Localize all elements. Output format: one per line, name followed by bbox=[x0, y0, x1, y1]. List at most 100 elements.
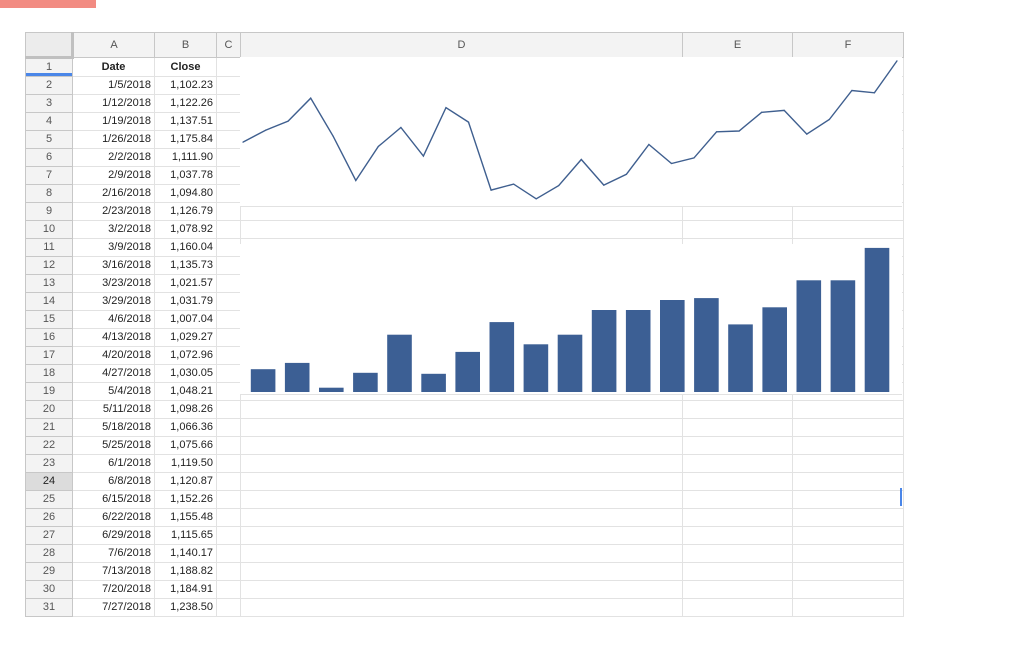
row-number[interactable]: 7 bbox=[25, 166, 73, 185]
cell-c[interactable] bbox=[216, 238, 241, 257]
cell-f[interactable] bbox=[792, 220, 904, 239]
row-number[interactable]: 14 bbox=[25, 292, 73, 311]
row-number[interactable]: 12 bbox=[25, 256, 73, 275]
date-cell[interactable]: 6/22/2018 bbox=[72, 508, 155, 527]
close-cell[interactable]: 1,160.04 bbox=[154, 238, 217, 257]
close-cell[interactable]: 1,037.78 bbox=[154, 166, 217, 185]
date-cell[interactable]: 6/8/2018 bbox=[72, 472, 155, 491]
cell-d[interactable] bbox=[240, 598, 683, 617]
column-header-b[interactable]: B bbox=[154, 32, 217, 58]
close-cell[interactable]: 1,175.84 bbox=[154, 130, 217, 149]
cell-f[interactable] bbox=[792, 598, 904, 617]
cell-c[interactable] bbox=[216, 454, 241, 473]
cell-e[interactable] bbox=[682, 220, 793, 239]
row-number[interactable]: 29 bbox=[25, 562, 73, 581]
row-number[interactable]: 27 bbox=[25, 526, 73, 545]
close-cell[interactable]: 1,122.26 bbox=[154, 94, 217, 113]
date-cell[interactable]: 3/9/2018 bbox=[72, 238, 155, 257]
cell-f[interactable] bbox=[792, 418, 904, 437]
close-cell[interactable]: 1,078.92 bbox=[154, 220, 217, 239]
close-cell[interactable]: 1,030.05 bbox=[154, 364, 217, 383]
cell-d[interactable] bbox=[240, 418, 683, 437]
cell-d[interactable] bbox=[240, 472, 683, 491]
row-number[interactable]: 15 bbox=[25, 310, 73, 329]
cell-f[interactable] bbox=[792, 490, 904, 509]
close-cell[interactable]: 1,098.26 bbox=[154, 400, 217, 419]
date-cell[interactable]: 6/29/2018 bbox=[72, 526, 155, 545]
cell-f[interactable] bbox=[792, 436, 904, 455]
date-cell[interactable]: 4/20/2018 bbox=[72, 346, 155, 365]
close-cell[interactable]: 1,184.91 bbox=[154, 580, 217, 599]
close-cell[interactable]: 1,238.50 bbox=[154, 598, 217, 617]
close-cell[interactable]: 1,126.79 bbox=[154, 202, 217, 221]
date-header-cell[interactable]: Date bbox=[72, 57, 155, 77]
cell-d[interactable] bbox=[240, 562, 683, 581]
cell-c[interactable] bbox=[216, 508, 241, 527]
cell-c[interactable] bbox=[216, 184, 241, 203]
cell-c[interactable] bbox=[216, 220, 241, 239]
date-cell[interactable]: 1/5/2018 bbox=[72, 76, 155, 95]
row-number[interactable]: 8 bbox=[25, 184, 73, 203]
date-cell[interactable]: 2/16/2018 bbox=[72, 184, 155, 203]
row-number[interactable]: 17 bbox=[25, 346, 73, 365]
row-number[interactable]: 1 bbox=[25, 57, 73, 77]
close-cell[interactable]: 1,140.17 bbox=[154, 544, 217, 563]
date-cell[interactable]: 1/12/2018 bbox=[72, 94, 155, 113]
close-header-cell[interactable]: Close bbox=[154, 57, 217, 77]
cell-d[interactable] bbox=[240, 400, 683, 419]
date-cell[interactable]: 3/2/2018 bbox=[72, 220, 155, 239]
cell-c[interactable] bbox=[216, 598, 241, 617]
cell-e[interactable] bbox=[682, 544, 793, 563]
cell-e[interactable] bbox=[682, 400, 793, 419]
cell-c[interactable] bbox=[216, 202, 241, 221]
row-number[interactable]: 30 bbox=[25, 580, 73, 599]
row-number[interactable]: 9 bbox=[25, 202, 73, 221]
date-cell[interactable]: 3/29/2018 bbox=[72, 292, 155, 311]
row-number[interactable]: 4 bbox=[25, 112, 73, 131]
cell-d[interactable] bbox=[240, 454, 683, 473]
cell-d[interactable] bbox=[240, 220, 683, 239]
cell-c[interactable] bbox=[216, 274, 241, 293]
cell-d[interactable] bbox=[240, 580, 683, 599]
date-cell[interactable]: 5/4/2018 bbox=[72, 382, 155, 401]
date-cell[interactable]: 3/16/2018 bbox=[72, 256, 155, 275]
cell-c[interactable] bbox=[216, 364, 241, 383]
close-cell[interactable]: 1,155.48 bbox=[154, 508, 217, 527]
cell-f[interactable] bbox=[792, 580, 904, 599]
column-header-e[interactable]: E bbox=[682, 32, 793, 58]
cell-e[interactable] bbox=[682, 580, 793, 599]
close-cell[interactable]: 1,048.21 bbox=[154, 382, 217, 401]
date-cell[interactable]: 2/2/2018 bbox=[72, 148, 155, 167]
date-cell[interactable]: 5/18/2018 bbox=[72, 418, 155, 437]
cell-c[interactable] bbox=[216, 544, 241, 563]
close-cell[interactable]: 1,075.66 bbox=[154, 436, 217, 455]
cell-c[interactable] bbox=[216, 328, 241, 347]
cell-e[interactable] bbox=[682, 490, 793, 509]
close-cell[interactable]: 1,102.23 bbox=[154, 76, 217, 95]
row-number[interactable]: 11 bbox=[25, 238, 73, 257]
close-cell[interactable]: 1,007.04 bbox=[154, 310, 217, 329]
cell-f[interactable] bbox=[792, 526, 904, 545]
date-cell[interactable]: 7/6/2018 bbox=[72, 544, 155, 563]
column-header-f[interactable]: F bbox=[792, 32, 904, 58]
row-number[interactable]: 23 bbox=[25, 454, 73, 473]
row-number[interactable]: 3 bbox=[25, 94, 73, 113]
cell-e[interactable] bbox=[682, 598, 793, 617]
close-cell[interactable]: 1,031.79 bbox=[154, 292, 217, 311]
date-cell[interactable]: 3/23/2018 bbox=[72, 274, 155, 293]
date-cell[interactable]: 2/23/2018 bbox=[72, 202, 155, 221]
close-cell[interactable]: 1,111.90 bbox=[154, 148, 217, 167]
cell-c[interactable] bbox=[216, 112, 241, 131]
column-header-c[interactable]: C bbox=[216, 32, 241, 58]
cell-d[interactable] bbox=[240, 526, 683, 545]
select-all-corner[interactable] bbox=[25, 32, 74, 59]
row-number[interactable]: 5 bbox=[25, 130, 73, 149]
cell-c[interactable] bbox=[216, 94, 241, 113]
date-cell[interactable]: 4/27/2018 bbox=[72, 364, 155, 383]
date-cell[interactable]: 7/20/2018 bbox=[72, 580, 155, 599]
cell-f[interactable] bbox=[792, 400, 904, 419]
line-chart[interactable] bbox=[240, 57, 902, 207]
cell-c[interactable] bbox=[216, 562, 241, 581]
date-cell[interactable]: 1/26/2018 bbox=[72, 130, 155, 149]
selection-handle[interactable] bbox=[900, 488, 902, 506]
